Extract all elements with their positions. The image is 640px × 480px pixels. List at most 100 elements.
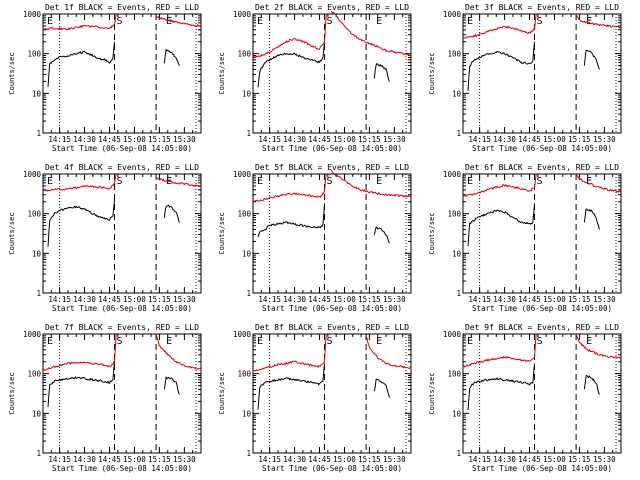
- events-series-line: [47, 361, 115, 408]
- plot-frame: [42, 333, 202, 454]
- x-tick-label: 14:45: [308, 455, 331, 464]
- y-tick-label: 10: [32, 249, 42, 258]
- chart-title: Det 8f BLACK = Events, RED = LLD: [255, 323, 409, 332]
- interval-marker: S: [117, 336, 123, 347]
- x-tick-label: 14:15: [468, 455, 491, 464]
- lld-series-line: [42, 333, 117, 372]
- chart-title: Det 1f BLACK = Events, RED = LLD: [45, 3, 199, 12]
- lld-series-line: [42, 173, 117, 192]
- y-tick-label: 1: [36, 449, 41, 458]
- x-tick-label: 15:30: [173, 455, 196, 464]
- y-tick-label: 1: [456, 289, 461, 298]
- x-tick-label: 15:30: [383, 295, 406, 304]
- x-tick-label: 14:45: [98, 455, 121, 464]
- chart-title: Det 6f BLACK = Events, RED = LLD: [465, 163, 619, 172]
- lld-series-line: [575, 173, 622, 193]
- y-tick-label: 1: [36, 129, 41, 138]
- y-tick-label: 10: [242, 249, 252, 258]
- x-axis-label: Start Time (06-Sep-08 14:05:00): [52, 144, 192, 153]
- lld-series-line: [330, 169, 411, 198]
- x-tick-label: 15:30: [383, 455, 406, 464]
- lld-series-line: [462, 173, 537, 197]
- lld-series-line: [462, 333, 537, 368]
- events-series-line: [373, 378, 390, 398]
- chart-title: Det 2f BLACK = Events, RED = LLD: [255, 3, 409, 12]
- events-series-line: [257, 363, 325, 410]
- x-tick-label: 15:15: [148, 455, 171, 464]
- x-axis-label: Start Time (06-Sep-08 14:05:00): [262, 464, 402, 473]
- interval-marker: S: [117, 176, 123, 187]
- panel-6: Det 6f BLACK = Events, RED = LLD 1 10 100 10…: [428, 163, 622, 313]
- events-series-line: [47, 41, 115, 87]
- lld-series-line: [252, 333, 327, 372]
- events-series-line: [163, 376, 180, 395]
- lld-series-line: [330, 10, 412, 57]
- x-tick-label: 14:30: [73, 135, 96, 144]
- x-tick-label: 14:15: [258, 295, 281, 304]
- y-axis-label: Counts/sec: [8, 52, 16, 94]
- interval-marker: E: [257, 16, 263, 27]
- y-tick-label: 100: [237, 210, 251, 219]
- lld-series-line: [365, 336, 412, 370]
- x-tick-label: 14:45: [98, 135, 121, 144]
- y-tick-label: 10: [242, 89, 252, 98]
- x-tick-label: 15:00: [123, 135, 146, 144]
- interval-marker: S: [327, 176, 333, 187]
- y-tick-label: 1000: [23, 10, 42, 19]
- x-tick-label: 15:30: [173, 135, 196, 144]
- interval-marker: S: [117, 16, 123, 27]
- y-tick-label: 1000: [443, 10, 462, 19]
- y-tick-label: 1: [456, 129, 461, 138]
- panel-4: Det 4f BLACK = Events, RED = LLD 1 10 100 10…: [8, 163, 202, 313]
- y-tick-label: 10: [32, 409, 42, 418]
- plot-frame: [42, 173, 202, 294]
- y-tick-label: 1: [246, 129, 251, 138]
- x-tick-label: 14:45: [518, 135, 541, 144]
- interval-marker: E: [47, 16, 53, 27]
- x-axis-label: Start Time (06-Sep-08 14:05:00): [472, 304, 612, 313]
- x-tick-label: 15:00: [333, 135, 356, 144]
- interval-marker: E: [47, 176, 53, 187]
- x-tick-label: 15:30: [383, 135, 406, 144]
- interval-marker: E: [586, 336, 592, 347]
- panel-7: Det 7f BLACK = Events, RED = LLD 1 10 100 10…: [8, 323, 202, 473]
- panel-2: Det 2f BLACK = Events, RED = LLD 1 10 100 10…: [218, 3, 412, 153]
- interval-marker: E: [586, 16, 592, 27]
- y-tick-label: 1000: [443, 330, 462, 339]
- x-tick-label: 14:30: [493, 135, 516, 144]
- y-axis-label: Counts/sec: [218, 372, 226, 414]
- x-tick-label: 15:15: [568, 455, 591, 464]
- plot-frame: [42, 13, 202, 134]
- lld-series-line: [462, 13, 537, 39]
- chart-title: Det 3f BLACK = Events, RED = LLD: [465, 3, 619, 12]
- x-tick-label: 14:30: [493, 295, 516, 304]
- x-axis-label: Start Time (06-Sep-08 14:05:00): [472, 464, 612, 473]
- plot-frame: [252, 13, 412, 134]
- interval-marker: S: [327, 336, 333, 347]
- x-tick-label: 14:45: [308, 295, 331, 304]
- x-tick-label: 14:30: [493, 455, 516, 464]
- chart-title: Det 9f BLACK = Events, RED = LLD: [465, 323, 619, 332]
- x-tick-label: 15:15: [148, 295, 171, 304]
- events-series-line: [373, 63, 390, 82]
- y-axis-label: Counts/sec: [8, 212, 16, 254]
- x-tick-label: 15:30: [593, 135, 616, 144]
- panel-3: Det 3f BLACK = Events, RED = LLD 1 10 100 10…: [428, 3, 622, 153]
- x-tick-label: 14:45: [308, 135, 331, 144]
- x-tick-label: 15:15: [358, 455, 381, 464]
- x-tick-label: 15:15: [148, 135, 171, 144]
- interval-marker: E: [376, 16, 382, 27]
- x-axis-label: Start Time (06-Sep-08 14:05:00): [52, 304, 192, 313]
- y-tick-label: 1000: [23, 330, 42, 339]
- y-tick-label: 100: [237, 50, 251, 59]
- x-tick-label: 14:45: [98, 295, 121, 304]
- interval-marker: S: [327, 16, 333, 27]
- events-series-line: [257, 41, 325, 88]
- x-tick-label: 15:00: [333, 455, 356, 464]
- interval-marker: E: [586, 176, 592, 187]
- interval-marker: E: [166, 16, 172, 27]
- y-tick-label: 100: [447, 50, 461, 59]
- y-tick-label: 100: [447, 210, 461, 219]
- y-tick-label: 100: [27, 370, 41, 379]
